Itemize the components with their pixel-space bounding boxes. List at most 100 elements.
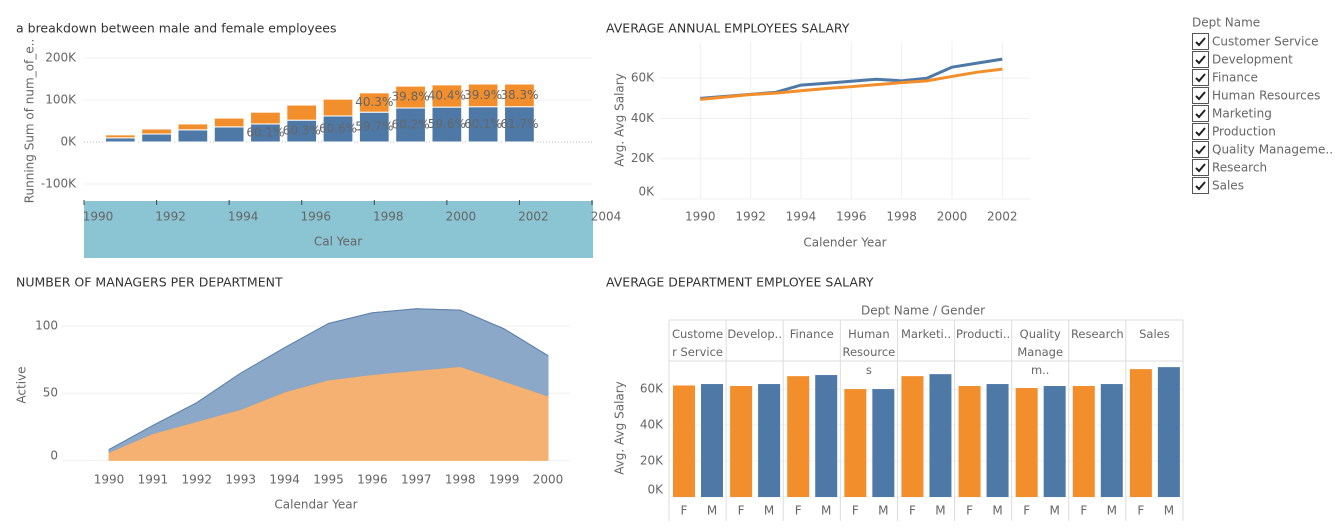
checkbox xyxy=(1192,51,1209,68)
check-mark xyxy=(1195,163,1206,173)
bar xyxy=(730,386,753,497)
bar-segment xyxy=(504,83,535,108)
x-tick-label: M xyxy=(1049,504,1059,518)
segment-label: 40.3% xyxy=(355,95,393,109)
checkbox xyxy=(1192,141,1209,158)
category-header: Research xyxy=(1070,327,1124,341)
category-header: Quality Managem.. xyxy=(1017,327,1064,377)
chart-title: AVERAGE ANNUAL EMPLOYEES SALARY xyxy=(606,21,850,36)
x-tick-label: 1997 xyxy=(401,473,432,487)
x-tick-label: F xyxy=(681,504,688,518)
bar-segment xyxy=(395,85,426,109)
category-header: Marketi.. xyxy=(900,327,952,341)
x-tick-label: 1990 xyxy=(685,210,716,224)
segment-label: 60.1% xyxy=(246,125,284,139)
bar xyxy=(986,384,1009,497)
x-tick-label: M xyxy=(878,504,888,518)
x-tick-label: M xyxy=(935,504,945,518)
y-tick-label: 20K xyxy=(631,151,655,165)
x-tick-label: 1991 xyxy=(138,473,169,487)
x-tick-label: 1992 xyxy=(182,473,213,487)
x-tick-label: 2002 xyxy=(987,210,1018,224)
x-tick-label: M xyxy=(992,504,1002,518)
x-tick-label: 2004 xyxy=(591,210,622,224)
x-axis-title: Calendar Year xyxy=(274,498,357,512)
x-tick-label: M xyxy=(1107,504,1117,518)
category-header: Finance xyxy=(789,327,834,341)
area-series xyxy=(108,365,549,461)
bar-segment xyxy=(177,129,209,143)
x-tick-label: 2000 xyxy=(533,473,564,487)
bar-segment xyxy=(395,107,426,143)
category-header: Develop.. xyxy=(727,327,782,341)
x-tick-label: F xyxy=(1080,504,1087,518)
segment-label: 40.4% xyxy=(428,88,466,102)
filter-item: Research xyxy=(1212,161,1267,175)
bar xyxy=(929,374,952,497)
segment-label: 59.6% xyxy=(428,117,466,131)
segment-label: 60.1% xyxy=(464,117,502,131)
check-mark xyxy=(1195,145,1206,155)
line-series xyxy=(700,67,1003,101)
x-tick-label: M xyxy=(1164,504,1174,518)
axis-highlight xyxy=(84,201,593,258)
bar xyxy=(958,386,981,497)
bar xyxy=(673,385,695,497)
x-tick-label: 1996 xyxy=(300,210,331,224)
bar xyxy=(1157,367,1180,497)
x-tick-label: F xyxy=(1023,504,1030,518)
bar-segment xyxy=(467,83,499,108)
filter-item: Sales xyxy=(1212,179,1244,193)
bar-segment xyxy=(141,133,172,143)
segment-label: 59.7% xyxy=(355,120,393,134)
chart-title: a breakdown between male and female empl… xyxy=(16,21,337,36)
check-mark xyxy=(1195,73,1206,83)
x-tick-label: M xyxy=(707,504,717,518)
filter-item: Quality Manageme.. xyxy=(1212,143,1333,157)
x-axis-title: Calender Year xyxy=(803,236,886,250)
y-tick-label: 0K xyxy=(647,483,664,497)
bar xyxy=(1072,386,1095,497)
checkbox xyxy=(1192,159,1209,176)
bar xyxy=(1043,386,1066,497)
bar xyxy=(844,389,867,497)
segment-label: 60.3% xyxy=(283,124,321,138)
bar xyxy=(815,375,838,497)
x-tick-label: 1992 xyxy=(155,210,186,224)
filter-item: Finance xyxy=(1212,71,1258,85)
bar xyxy=(1100,384,1123,497)
x-tick-label: 1994 xyxy=(786,210,817,224)
y-axis-title: Active xyxy=(15,366,29,403)
y-axis-title: Avg. Avg Salary xyxy=(613,73,627,167)
bar xyxy=(872,389,895,497)
chart-title: AVERAGE DEPARTMENT EMPLOYEE SALARY xyxy=(606,275,874,290)
x-tick-label: 1993 xyxy=(225,473,256,487)
chart-title: NUMBER OF MANAGERS PER DEPARTMENT xyxy=(16,275,283,290)
bar-segment xyxy=(104,134,136,139)
x-tick-label: 1994 xyxy=(228,210,259,224)
y-tick-label: 20K xyxy=(640,454,664,468)
y-tick-label: 100K xyxy=(45,92,77,106)
bar-segment xyxy=(322,98,354,117)
header-title: Dept Name / Gender xyxy=(861,304,985,318)
x-tick-label: 2000 xyxy=(937,210,968,224)
area-edge xyxy=(108,308,549,451)
filter-title: Dept Name xyxy=(1192,16,1260,30)
x-tick-label: 2002 xyxy=(518,210,549,224)
x-tick-label: F xyxy=(909,504,916,518)
bar-segment xyxy=(141,128,172,135)
check-mark xyxy=(1195,109,1206,119)
y-tick-label: 0K xyxy=(60,135,77,149)
y-axis-title: Avg. Avg Salary xyxy=(613,381,627,475)
x-tick-label: 1996 xyxy=(357,473,388,487)
x-tick-label: 2000 xyxy=(446,210,477,224)
checkbox xyxy=(1192,69,1209,86)
bar xyxy=(758,384,781,497)
checkbox xyxy=(1192,33,1209,50)
y-tick-label: 40K xyxy=(640,418,664,432)
x-tick-label: 1995 xyxy=(313,473,344,487)
bar-segment xyxy=(431,106,463,143)
bar xyxy=(701,384,723,497)
bar-segment xyxy=(467,106,499,143)
